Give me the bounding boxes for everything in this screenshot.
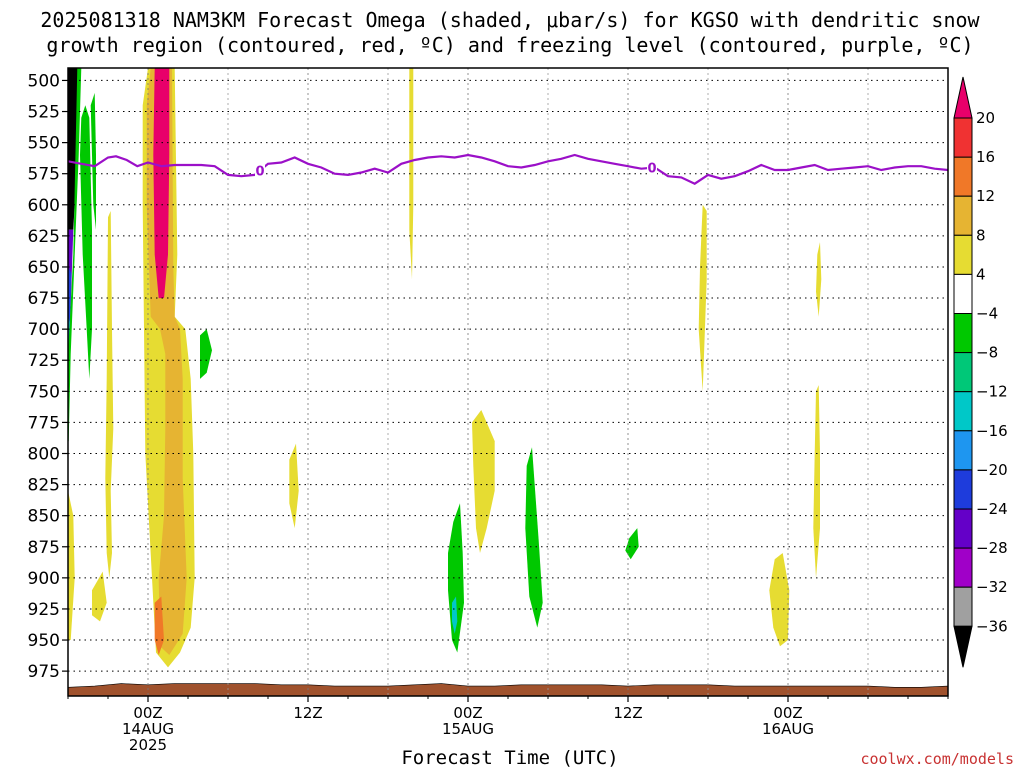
- y-tick-label: 550: [28, 134, 60, 154]
- y-tick-label: 975: [28, 662, 60, 682]
- colorbar-label: −16: [976, 422, 1008, 440]
- omega-region-6: [200, 329, 212, 379]
- colorbar-legend: 20 16 12 8 4 −4 −8 −12 −16 −20 −24 −28 −32 −36: [953, 76, 1008, 668]
- omega-region-12: [472, 410, 495, 553]
- freezing-label-bg-0: [255, 162, 265, 179]
- chart-title-line-2: growth region (contoured, red, ºC) and f…: [46, 33, 973, 57]
- colorbar-label: 4: [976, 265, 986, 283]
- colorbar-label: 16: [976, 148, 995, 166]
- y-tick-label: 650: [28, 258, 60, 278]
- x-tick-label: 00Z: [773, 704, 802, 722]
- freezing-level-label: 0: [255, 164, 264, 179]
- omega-region-4: [80, 105, 92, 379]
- y-tick-label: 775: [28, 413, 60, 433]
- x-tick-label: 00Z: [133, 704, 162, 722]
- colorbar-label: −24: [976, 500, 1008, 518]
- left-band-segment-5: [68, 68, 82, 442]
- colorbar-swatch-11: [953, 547, 973, 588]
- omega-region-14: [452, 596, 458, 634]
- y-tick-label: 500: [28, 71, 60, 91]
- colorbar-swatch-6: [953, 352, 973, 393]
- y-tick-label: 800: [28, 445, 60, 465]
- omega-region-13: [448, 503, 464, 653]
- y-tick-label: 950: [28, 631, 60, 651]
- omega-region-16: [625, 528, 639, 560]
- omega-shading: [68, 68, 822, 668]
- x-tick-label: 14AUG: [122, 720, 174, 738]
- omega-region-15: [525, 447, 543, 628]
- chart-title-line-1: 2025081318 NAM3KM Forecast Omega (shaded…: [40, 8, 980, 32]
- y-tick-label: 725: [28, 351, 60, 371]
- omega-region-8: [92, 571, 107, 622]
- omega-region-20: [769, 553, 790, 647]
- colorbar-swatch-8: [953, 430, 973, 471]
- left-band-segment-0: [68, 68, 79, 230]
- y-tick-label: 675: [28, 289, 60, 309]
- omega-region-17: [698, 204, 707, 392]
- plot-frame: [67, 67, 949, 697]
- y-tick-label: 900: [28, 569, 60, 589]
- colorbar-swatch-9: [953, 469, 973, 510]
- colorbar-swatch-top: [953, 117, 973, 158]
- colorbar-label: 8: [976, 226, 986, 244]
- y-tick-label: 600: [28, 196, 60, 216]
- colorbar-label: −20: [976, 461, 1008, 479]
- omega-region-5: [90, 92, 96, 230]
- colorbar-swatch-3: [953, 234, 973, 275]
- y-tick-label: 525: [28, 103, 60, 123]
- colorbar-swatch-1: [953, 156, 973, 197]
- credit-text: coolwx.com/models: [860, 750, 1014, 768]
- colorbar-swatch-5: [953, 313, 973, 354]
- y-tick-label: 825: [28, 476, 60, 496]
- omega-region-11: [409, 68, 414, 280]
- colorbar-label: −12: [976, 383, 1008, 401]
- x-tick-label: 15AUG: [442, 720, 494, 738]
- colorbar-label: −8: [976, 344, 998, 362]
- y-tick-label: 875: [28, 538, 60, 558]
- freezing-level-line: [68, 153, 948, 185]
- colorbar-swatch-12: [953, 586, 973, 627]
- x-tick-label: 12Z: [293, 704, 322, 722]
- omega-region-18: [816, 242, 822, 317]
- colorbar-swatch-10: [953, 508, 973, 549]
- colorbar-label: −32: [976, 578, 1008, 596]
- colorbar-label: 12: [976, 187, 995, 205]
- omega-region-19: [813, 385, 820, 578]
- x-tick-label: 2025: [129, 736, 167, 754]
- colorbar-top-arrow: [953, 76, 973, 119]
- colorbar-label: −4: [976, 305, 998, 323]
- grid-lines: [68, 68, 949, 696]
- left-edge-omega-band: [68, 68, 82, 442]
- x-tick-label: 12Z: [613, 704, 642, 722]
- x-tick-label: 00Z: [453, 704, 482, 722]
- colorbar-bottom-arrow: [953, 625, 973, 668]
- y-tick-label: 850: [28, 507, 60, 527]
- y-tick-label: 625: [28, 227, 60, 247]
- x-axis-label: Forecast Time (UTC): [401, 747, 618, 768]
- colorbar-label: 20: [976, 109, 995, 127]
- pressure-axis: 500 525 550 575 600 625 650 675 700 725 750 775 800 8…: [28, 71, 68, 682]
- omega-region-7: [105, 211, 114, 578]
- y-tick-label: 700: [28, 320, 60, 340]
- omega-region-9: [68, 490, 75, 640]
- freezing-label-bg-1: [647, 159, 657, 176]
- colorbar-swatch-2: [953, 195, 973, 236]
- colorbar-label: −28: [976, 539, 1008, 557]
- freezing-level-label: 0: [647, 162, 656, 177]
- colorbar-label: −36: [976, 617, 1008, 635]
- y-tick-label: 925: [28, 600, 60, 620]
- colorbar-swatch-7: [953, 391, 973, 432]
- colorbar-swatch-4: [953, 273, 973, 314]
- y-tick-label: 750: [28, 382, 60, 402]
- omega-region-2: [153, 68, 170, 299]
- omega-region-10: [289, 443, 299, 529]
- y-tick-label: 575: [28, 165, 60, 185]
- x-tick-label: 16AUG: [762, 720, 814, 738]
